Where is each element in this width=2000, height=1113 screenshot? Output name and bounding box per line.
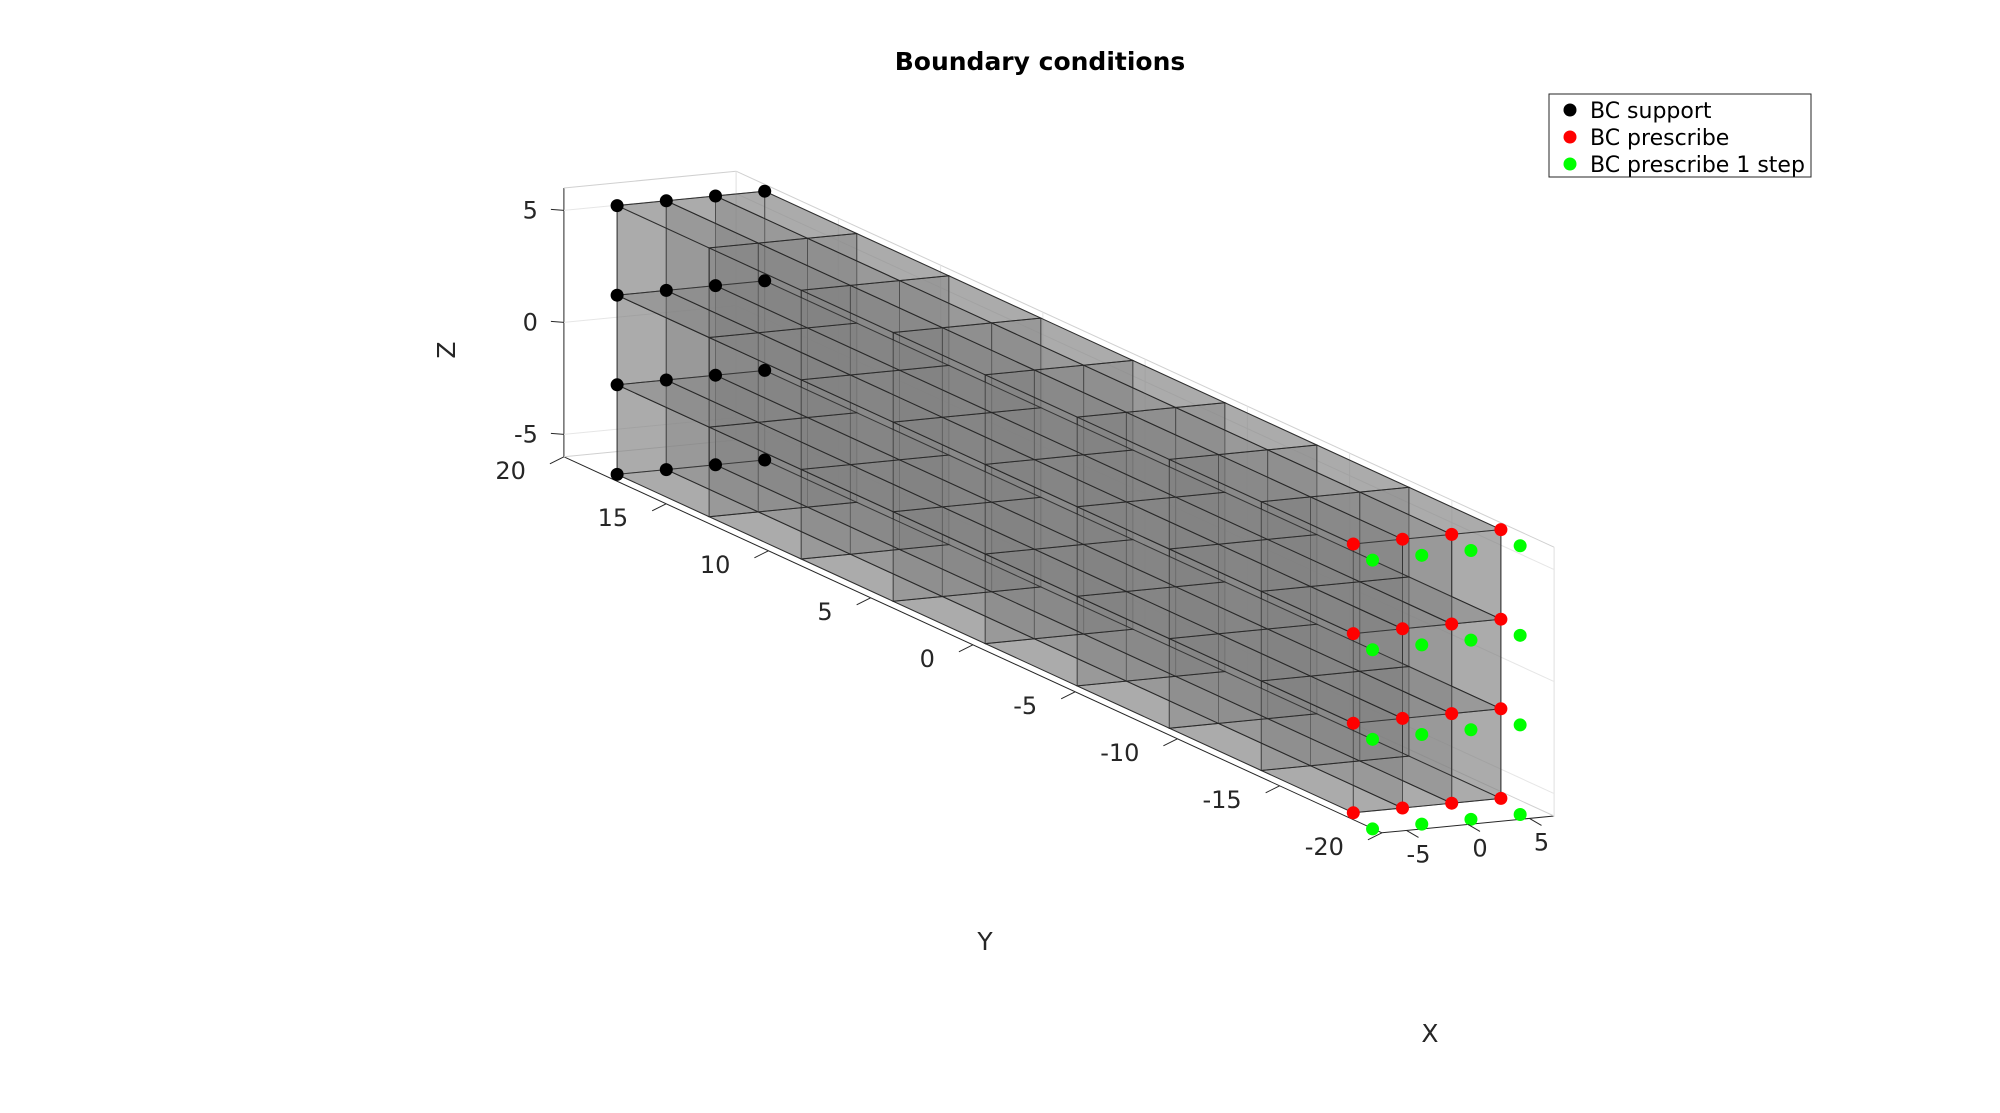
y-tick-label: 20 xyxy=(495,457,526,485)
bc-prescribe-marker xyxy=(1494,791,1508,805)
z-tick-label: -5 xyxy=(514,420,538,448)
y-tick xyxy=(754,550,769,559)
bc-prescribe-1-step-marker xyxy=(1513,539,1527,553)
bc-prescribe-1-step-marker xyxy=(1415,817,1429,831)
x-tick xyxy=(1467,823,1481,832)
y-tick-label: -15 xyxy=(1202,786,1241,814)
grid-line xyxy=(563,305,737,323)
bc-prescribe-marker xyxy=(1445,617,1459,631)
y-tick-label: -10 xyxy=(1100,739,1139,767)
x-tick xyxy=(1406,829,1419,838)
legend-marker xyxy=(1563,157,1577,171)
bc-prescribe-marker xyxy=(1494,702,1508,716)
legend-entry: BC prescribe 1 step xyxy=(1590,153,1805,178)
bc-prescribe-marker xyxy=(1445,527,1459,541)
bc-prescribe-1-step-marker xyxy=(1464,633,1478,647)
axis-ticks: 5 0 -5 20 15 10 5 0 -5 -10 -15 -20 -5 0 5 xyxy=(495,196,1549,868)
axis-box-edge xyxy=(563,439,737,458)
x-axis-label: X xyxy=(1421,1019,1438,1048)
bc-support-marker xyxy=(610,199,624,213)
y-tick-label: 10 xyxy=(700,551,731,579)
x-tick-label: 0 xyxy=(1472,834,1487,862)
bc-prescribe-1-step-marker xyxy=(1366,553,1380,567)
bc-support-marker xyxy=(758,184,772,198)
y-tick xyxy=(651,503,667,512)
bc-support-marker xyxy=(659,373,673,387)
bc-prescribe-marker xyxy=(1396,622,1409,636)
legend-marker xyxy=(1563,103,1577,117)
legend-entry: BC prescribe xyxy=(1590,126,1729,151)
bc-prescribe-marker xyxy=(1346,806,1360,820)
z-axis-label: Z xyxy=(432,341,461,358)
y-tick-label: 0 xyxy=(920,645,935,673)
bc-prescribe-marker xyxy=(1346,716,1360,730)
bc-prescribe-marker xyxy=(1346,537,1360,551)
bc-prescribe-1-step-marker xyxy=(1366,643,1380,657)
z-tick xyxy=(550,320,564,323)
bc-markers xyxy=(610,184,1527,836)
y-tick xyxy=(1060,691,1076,700)
y-tick xyxy=(1367,832,1383,841)
bc-prescribe-1-step-marker xyxy=(1366,732,1380,746)
grid-line xyxy=(563,417,737,435)
y-tick xyxy=(856,597,871,606)
bc-prescribe-1-step-marker xyxy=(1464,723,1478,737)
bc-prescribe-1-step-marker xyxy=(1513,808,1527,822)
bc-support-marker xyxy=(758,363,772,377)
bc-support-marker xyxy=(709,368,722,382)
bc-prescribe-marker xyxy=(1396,801,1409,815)
bc-prescribe-marker xyxy=(1445,796,1459,810)
bc-prescribe-marker xyxy=(1346,627,1360,641)
bc-support-marker xyxy=(659,194,673,208)
z-tick-label: 0 xyxy=(523,308,538,336)
y-tick xyxy=(1265,785,1280,794)
y-tick xyxy=(958,644,974,653)
y-tick-label: 15 xyxy=(598,504,629,532)
x-tick xyxy=(1529,817,1542,826)
z-tick xyxy=(550,432,564,435)
bc-prescribe-marker xyxy=(1445,707,1459,721)
bc-support-marker xyxy=(709,458,722,472)
bc-support-marker xyxy=(659,283,673,297)
bc-support-marker xyxy=(709,189,722,203)
bc-support-marker xyxy=(758,453,772,467)
z-tick-label: 5 xyxy=(523,196,538,224)
bc-support-marker xyxy=(610,288,624,302)
bc-prescribe-1-step-marker xyxy=(1464,812,1478,826)
legend-entry: BC support xyxy=(1590,99,1712,124)
y-tick-label: -5 xyxy=(1013,692,1037,720)
bc-prescribe-1-step-marker xyxy=(1415,728,1429,742)
y-tick-label: -20 xyxy=(1305,833,1344,861)
x-tick-label: -5 xyxy=(1407,840,1431,868)
bc-prescribe-1-step-marker xyxy=(1464,544,1478,558)
bc-prescribe-marker xyxy=(1396,532,1409,546)
legend-box xyxy=(1548,93,1812,178)
bc-prescribe-marker xyxy=(1494,612,1508,626)
z-tick xyxy=(550,208,564,211)
bc-support-marker xyxy=(610,467,624,481)
bc-support-marker xyxy=(610,378,624,392)
x-tick-label: 5 xyxy=(1534,828,1549,856)
bc-prescribe-1-step-marker xyxy=(1415,638,1429,652)
bc-prescribe-1-step-marker xyxy=(1513,718,1527,732)
legend-marker xyxy=(1563,130,1577,144)
y-axis-label: Y xyxy=(976,927,993,956)
mesh-solid xyxy=(615,190,1503,814)
bc-support-marker xyxy=(758,274,772,288)
bc-prescribe-1-step-marker xyxy=(1415,548,1429,562)
bc-support-marker xyxy=(659,463,673,477)
y-tick xyxy=(549,456,565,465)
bc-prescribe-1-step-marker xyxy=(1366,822,1380,836)
y-tick-label: 5 xyxy=(817,598,832,626)
y-tick xyxy=(1163,738,1178,747)
bc-prescribe-1-step-marker xyxy=(1513,628,1527,642)
axis-box-edge xyxy=(563,170,737,189)
bc-prescribe-marker xyxy=(1396,711,1409,725)
bc-prescribe-marker xyxy=(1494,523,1508,537)
chart-title: Boundary conditions xyxy=(895,47,1186,76)
bc-support-marker xyxy=(709,279,722,293)
